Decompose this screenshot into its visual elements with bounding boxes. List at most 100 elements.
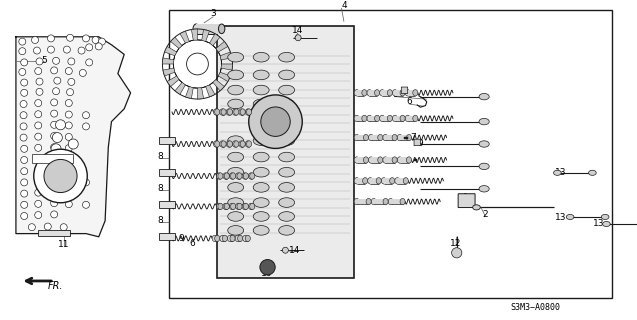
- Circle shape: [21, 79, 27, 86]
- Bar: [222, 141, 224, 147]
- Ellipse shape: [376, 178, 381, 184]
- Text: 13: 13: [555, 213, 566, 222]
- Circle shape: [48, 46, 54, 53]
- Ellipse shape: [279, 167, 294, 177]
- Ellipse shape: [381, 178, 386, 184]
- Ellipse shape: [221, 109, 226, 115]
- Bar: [241, 141, 243, 147]
- Polygon shape: [164, 46, 179, 56]
- Bar: [370, 178, 378, 184]
- Ellipse shape: [253, 198, 269, 207]
- Text: 14: 14: [292, 26, 304, 35]
- Circle shape: [19, 38, 25, 45]
- Ellipse shape: [233, 109, 238, 115]
- Ellipse shape: [589, 170, 596, 175]
- Text: 9: 9: [392, 90, 398, 99]
- Circle shape: [67, 89, 73, 96]
- FancyArrow shape: [414, 159, 417, 161]
- Ellipse shape: [380, 115, 385, 122]
- Circle shape: [51, 67, 57, 74]
- Bar: [357, 116, 364, 121]
- Ellipse shape: [253, 52, 269, 62]
- Text: 12: 12: [450, 239, 462, 248]
- Bar: [238, 204, 240, 209]
- Ellipse shape: [378, 134, 383, 141]
- Bar: [215, 236, 217, 241]
- Circle shape: [44, 159, 77, 193]
- Circle shape: [99, 38, 105, 45]
- Polygon shape: [193, 88, 204, 99]
- Ellipse shape: [222, 235, 227, 242]
- Ellipse shape: [243, 235, 248, 242]
- Polygon shape: [191, 29, 202, 40]
- Bar: [245, 236, 248, 241]
- Ellipse shape: [403, 178, 408, 184]
- Text: 3: 3: [210, 9, 217, 18]
- Ellipse shape: [367, 90, 372, 96]
- Circle shape: [35, 178, 41, 185]
- Circle shape: [29, 224, 35, 231]
- Circle shape: [21, 201, 27, 208]
- Circle shape: [51, 200, 57, 207]
- Ellipse shape: [228, 226, 243, 235]
- Ellipse shape: [405, 115, 410, 122]
- Ellipse shape: [220, 109, 225, 115]
- Ellipse shape: [243, 203, 248, 210]
- Circle shape: [35, 111, 41, 118]
- Bar: [382, 90, 390, 96]
- Ellipse shape: [397, 157, 403, 163]
- Ellipse shape: [406, 157, 412, 163]
- Circle shape: [68, 139, 78, 149]
- Bar: [383, 178, 392, 184]
- Ellipse shape: [279, 136, 294, 145]
- Circle shape: [67, 34, 73, 41]
- Text: 5: 5: [41, 56, 48, 65]
- Circle shape: [54, 77, 61, 84]
- Bar: [219, 173, 220, 179]
- Ellipse shape: [387, 90, 392, 96]
- Circle shape: [35, 100, 41, 107]
- Circle shape: [21, 156, 27, 164]
- Ellipse shape: [237, 173, 242, 179]
- Circle shape: [35, 212, 41, 219]
- Ellipse shape: [228, 152, 243, 162]
- Ellipse shape: [405, 90, 410, 96]
- Polygon shape: [210, 34, 220, 48]
- Ellipse shape: [240, 109, 245, 115]
- Text: 13: 13: [555, 168, 566, 177]
- Text: 6: 6: [406, 97, 412, 106]
- Circle shape: [295, 35, 301, 41]
- Bar: [248, 109, 249, 115]
- Circle shape: [66, 178, 72, 185]
- Ellipse shape: [253, 85, 269, 95]
- Ellipse shape: [253, 226, 269, 235]
- Ellipse shape: [239, 141, 244, 147]
- Circle shape: [51, 99, 57, 106]
- Circle shape: [21, 179, 27, 186]
- Circle shape: [51, 166, 57, 173]
- Circle shape: [66, 133, 72, 140]
- Ellipse shape: [215, 235, 220, 242]
- Ellipse shape: [354, 157, 359, 163]
- Ellipse shape: [247, 109, 252, 115]
- Ellipse shape: [231, 173, 236, 179]
- Ellipse shape: [228, 198, 243, 207]
- Circle shape: [48, 35, 54, 42]
- Polygon shape: [202, 85, 215, 97]
- Text: 13: 13: [593, 220, 605, 228]
- Ellipse shape: [224, 203, 229, 210]
- Circle shape: [36, 58, 43, 65]
- Ellipse shape: [223, 173, 228, 179]
- Bar: [159, 169, 175, 176]
- Ellipse shape: [279, 212, 294, 221]
- Ellipse shape: [400, 198, 405, 205]
- Polygon shape: [180, 31, 193, 43]
- Ellipse shape: [227, 109, 233, 115]
- Circle shape: [35, 156, 41, 163]
- Polygon shape: [216, 72, 231, 82]
- Circle shape: [53, 57, 59, 64]
- FancyArrow shape: [404, 137, 408, 139]
- Circle shape: [83, 201, 89, 208]
- Ellipse shape: [380, 90, 385, 96]
- Circle shape: [83, 112, 89, 119]
